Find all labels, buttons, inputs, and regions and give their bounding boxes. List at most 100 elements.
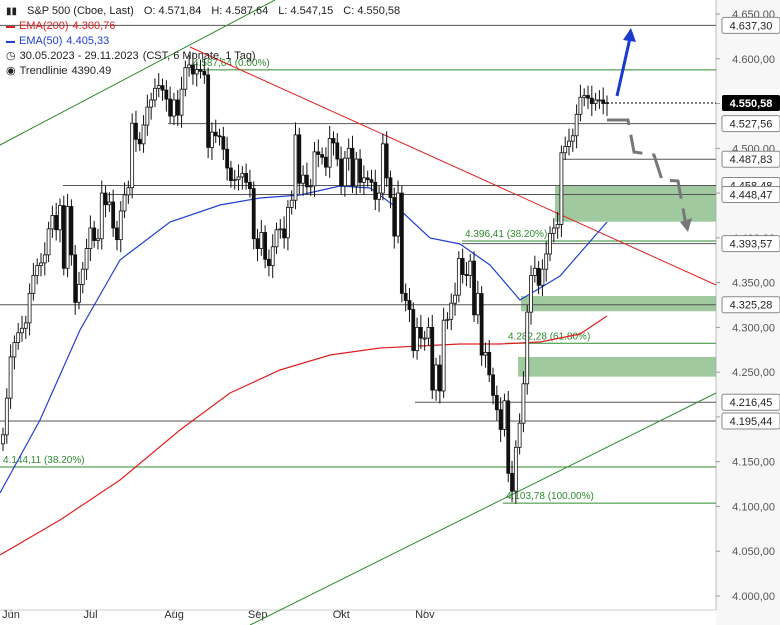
candle-body	[126, 187, 131, 196]
candle-body	[107, 201, 112, 206]
candle-body	[194, 69, 199, 75]
candle-body	[92, 227, 97, 241]
legend-ema50-value: 4.405,33	[66, 35, 110, 47]
y-tick-label: 4.100,00	[732, 501, 775, 513]
candle-body	[487, 352, 492, 376]
candle-body	[441, 319, 446, 392]
ema200-swatch	[6, 25, 15, 28]
bullish-arrow-head	[623, 28, 636, 42]
candle-body	[54, 215, 59, 231]
bearish-path	[607, 118, 688, 226]
candle-body	[384, 143, 389, 179]
candle-body	[293, 134, 298, 201]
candle-body	[540, 268, 545, 286]
candle-body	[251, 188, 256, 240]
candle-body	[601, 99, 606, 104]
candle-body	[392, 197, 397, 237]
candle-body	[289, 199, 294, 208]
candle-body	[437, 364, 442, 392]
candle-body	[388, 177, 393, 198]
legend-trend-value: 4390.49	[71, 65, 112, 77]
y-tick-label: 4.000,00	[732, 591, 775, 603]
candle-body	[418, 326, 423, 339]
candle-body	[358, 158, 362, 183]
candle-body	[396, 192, 400, 237]
candle-body	[191, 64, 195, 75]
candle-body	[16, 332, 21, 344]
y-tick-label: 4.250,00	[732, 367, 775, 379]
candle-body	[217, 135, 222, 138]
y-tick-label: 4.150,00	[732, 457, 775, 469]
candle-body	[286, 207, 290, 239]
candle-body	[84, 248, 89, 270]
candle-body	[510, 472, 514, 492]
candle-body	[513, 446, 518, 492]
candle-body	[46, 228, 51, 256]
candle-body	[430, 326, 435, 391]
candle-body	[536, 267, 541, 286]
legend-close: C: 4.550,58	[343, 5, 401, 17]
candle-body	[282, 228, 287, 239]
candle-body	[172, 99, 176, 117]
price-level-tag-label: 4.325,28	[730, 300, 773, 312]
candle-body	[574, 113, 579, 137]
candle-body	[35, 265, 40, 276]
price-level-tag	[721, 115, 780, 133]
x-tick-label: Aug	[164, 609, 184, 621]
price-level-tag	[721, 393, 780, 411]
candle-body	[346, 147, 351, 159]
candle-body	[229, 167, 233, 181]
candle-body	[69, 206, 74, 256]
current-price-tag	[722, 95, 780, 112]
candle-body	[559, 152, 564, 225]
candle-body	[563, 146, 568, 154]
candle-body	[411, 309, 416, 352]
candle-body	[335, 142, 340, 160]
candle-body	[23, 322, 28, 329]
candle-body	[137, 138, 142, 145]
candle-body	[494, 395, 499, 411]
candle-body	[582, 95, 587, 98]
candle-body	[593, 99, 598, 104]
candle-body	[221, 136, 226, 150]
candle-body	[532, 267, 537, 276]
legend-low: L: 4.547,15	[278, 5, 334, 17]
candle-body	[380, 143, 385, 194]
x-tick-label: Jul	[84, 609, 98, 621]
candle-body	[73, 254, 78, 303]
legend-period-row: ◷ 30.05.2023 - 29.11.2023 (CST, 6 Monate…	[6, 49, 406, 64]
candle-body	[449, 302, 454, 320]
candle-body	[369, 179, 374, 183]
price-level-tag	[721, 235, 780, 253]
legend-trend-label: Trendlinie	[19, 65, 68, 77]
legend-title: S&P 500 (Cboe, Last)	[27, 5, 134, 17]
candle-body	[570, 135, 575, 142]
candle-body	[179, 88, 184, 116]
candle-body	[111, 201, 116, 229]
candle-body	[156, 85, 161, 89]
candle-body	[403, 292, 408, 301]
candle-body	[377, 192, 381, 200]
candle-body	[50, 215, 55, 230]
legend-ema200-row: EMA(200) 4.300,76	[6, 19, 406, 34]
candle-body	[365, 177, 370, 181]
candle-body	[99, 192, 104, 240]
candle-body	[415, 326, 419, 352]
candle-body	[323, 156, 328, 168]
candle-body	[399, 192, 404, 294]
candle-body	[320, 154, 324, 158]
candle-body	[506, 400, 511, 474]
candle-body	[263, 232, 268, 260]
ema200-line	[0, 315, 608, 556]
clock-icon: ◷	[6, 50, 16, 62]
candle-body	[578, 96, 583, 115]
candle-body	[548, 232, 552, 255]
x-tick-label: Jun	[2, 609, 20, 621]
candle-body	[274, 229, 279, 248]
price-level-tag	[721, 412, 780, 430]
candle-body	[521, 383, 526, 424]
legend-ema200-label: EMA(200)	[19, 20, 69, 32]
candle-body	[134, 122, 138, 140]
candle-body	[464, 274, 469, 276]
